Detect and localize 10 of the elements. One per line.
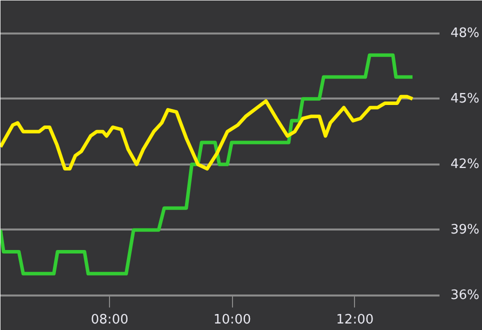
y-tick-label: 42% (450, 156, 480, 172)
x-tick-label: 12:00 (336, 312, 374, 328)
x-tick-label: 08:00 (90, 312, 128, 328)
y-tick-label: 45% (450, 91, 480, 106)
line-series (0, 94, 414, 171)
y-tick-label: 48% (450, 26, 480, 41)
y-tick-label: 39% (450, 222, 480, 238)
line-series (0, 53, 414, 276)
x-tick-label: 10:00 (214, 312, 251, 328)
y-tick-label: 36% (450, 288, 480, 303)
